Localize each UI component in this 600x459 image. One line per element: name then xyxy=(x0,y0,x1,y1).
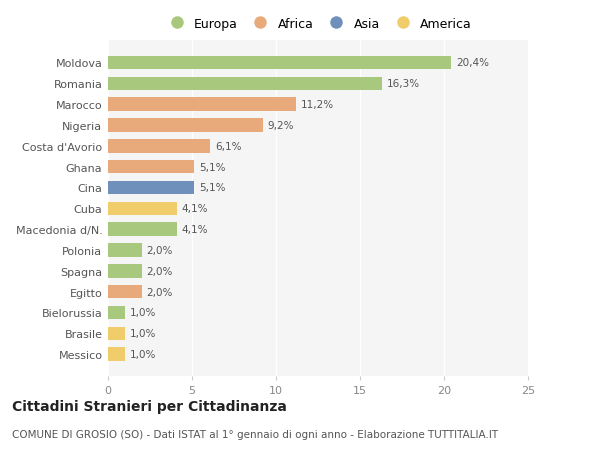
Text: 2,0%: 2,0% xyxy=(146,246,173,255)
Text: 2,0%: 2,0% xyxy=(146,287,173,297)
Text: 5,1%: 5,1% xyxy=(199,183,225,193)
Bar xyxy=(108,327,125,341)
Text: Cittadini Stranieri per Cittadinanza: Cittadini Stranieri per Cittadinanza xyxy=(12,399,287,413)
Bar xyxy=(108,347,125,361)
Bar xyxy=(108,285,142,299)
Text: 1,0%: 1,0% xyxy=(130,329,156,339)
Bar xyxy=(108,140,211,153)
Bar xyxy=(108,244,142,257)
Text: 20,4%: 20,4% xyxy=(456,58,489,68)
Bar xyxy=(108,119,263,133)
Text: 4,1%: 4,1% xyxy=(182,224,208,235)
Bar xyxy=(108,56,451,70)
Text: 16,3%: 16,3% xyxy=(387,79,420,89)
Bar xyxy=(108,306,125,319)
Bar xyxy=(108,264,142,278)
Text: 4,1%: 4,1% xyxy=(182,204,208,214)
Bar xyxy=(108,161,194,174)
Text: COMUNE DI GROSIO (SO) - Dati ISTAT al 1° gennaio di ogni anno - Elaborazione TUT: COMUNE DI GROSIO (SO) - Dati ISTAT al 1°… xyxy=(12,429,498,439)
Bar xyxy=(108,202,177,216)
Text: 9,2%: 9,2% xyxy=(268,121,294,131)
Bar xyxy=(108,223,177,236)
Text: 6,1%: 6,1% xyxy=(215,141,242,151)
Bar xyxy=(108,181,194,195)
Text: 1,0%: 1,0% xyxy=(130,349,156,359)
Text: 5,1%: 5,1% xyxy=(199,162,225,172)
Text: 11,2%: 11,2% xyxy=(301,100,334,110)
Bar xyxy=(108,98,296,112)
Bar xyxy=(108,77,382,91)
Text: 2,0%: 2,0% xyxy=(146,266,173,276)
Text: 1,0%: 1,0% xyxy=(130,308,156,318)
Legend: Europa, Africa, Asia, America: Europa, Africa, Asia, America xyxy=(160,14,476,34)
